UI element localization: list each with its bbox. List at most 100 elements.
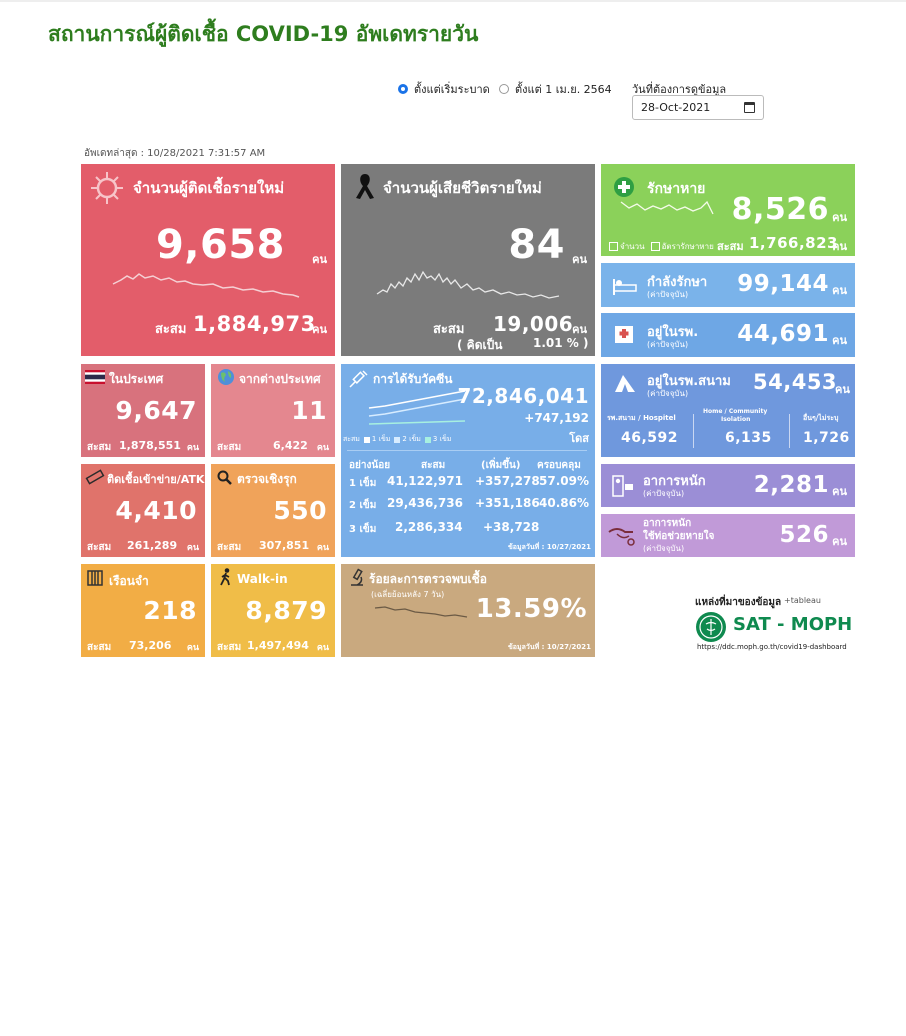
domestic-value: 9,647: [115, 396, 197, 425]
imported-value: 11: [291, 396, 327, 425]
field-col-hospitel-label: รพ.สนาม / Hospitel: [607, 414, 676, 422]
unit-label: คน: [832, 334, 847, 347]
page-title: สถานการณ์ผู้ติดเชื้อ COVID-19 อัพเดทรายว…: [48, 22, 479, 46]
ventilator-sub: (ค่าปัจจุบัน): [643, 544, 685, 553]
cumulative-label: สะสม: [217, 542, 242, 553]
hospital-bed-icon: [613, 279, 637, 295]
new-cases-tile: จำนวนผู้ติดเชื้อรายใหม่ 9,658 คน สะสม 1,…: [81, 164, 335, 356]
vaccine-row-add: +351,186: [475, 496, 540, 510]
unit-label: คน: [832, 535, 847, 548]
vaccine-row-cum: 2,286,334: [395, 520, 463, 534]
cumulative-label: สะสม: [87, 542, 112, 553]
ventilator-value: 526: [779, 522, 829, 548]
unit-label: คน: [186, 543, 199, 553]
cumulative-label: สะสม: [87, 442, 112, 453]
field-hospital-title: อยู่ในรพ.สนาม: [647, 374, 731, 389]
vaccine-row-add: +357,278: [475, 474, 540, 488]
jail-cumulative: 73,206: [129, 639, 172, 652]
vaccine-total: 72,846,041: [457, 384, 589, 408]
date-input[interactable]: 28-Oct-2021: [632, 95, 764, 120]
legend-rate-icon: [650, 242, 660, 251]
in-hospital-value: 44,691: [737, 321, 829, 347]
unit-label: คน: [832, 211, 847, 224]
vaccine-tile: การได้รับวัคซีน 72,846,041 +747,192 โดส …: [341, 364, 595, 557]
cumulative-label: สะสม: [217, 642, 242, 653]
legend-d3-label: 3 เข็ม: [432, 435, 452, 443]
field-col-other-label: อื่นๆ/ไม่ระบุ: [803, 414, 839, 422]
tent-icon: [615, 375, 635, 392]
vaccine-increase: +747,192: [524, 411, 589, 425]
radio-since-date[interactable]: ตั้งแต่ 1 เม.ย. 2564: [499, 80, 612, 98]
in-hospital-tile: อยู่ในรพ. (ค่าปัจจุบัน) 44,691 คน: [601, 313, 855, 357]
medical-cross-icon: [614, 177, 634, 197]
severe-sub: (ค่าปัจจุบัน): [643, 489, 685, 498]
legend-count-icon: [609, 242, 618, 251]
jail-title: เรือนจำ: [109, 574, 149, 588]
recovered-value: 8,526: [731, 192, 829, 227]
death-rate-label: ( คิดเป็น: [457, 338, 503, 352]
vaccine-header-cum: สะสม: [421, 460, 446, 471]
virus-icon: [91, 172, 123, 204]
dose-unit: โดส: [569, 432, 589, 445]
new-cases-cumulative: 1,884,973: [193, 312, 316, 336]
radio-since-date-label: ตั้งแต่ 1 เม.ย. 2564: [515, 83, 612, 96]
treating-sub: (ค่าปัจจุบัน): [647, 290, 689, 299]
field-hospital-tile: อยู่ในรพ.สนาม (ค่าปัจจุบัน) 54,453 คน รพ…: [601, 364, 855, 457]
proactive-cumulative: 307,851: [259, 539, 310, 552]
new-deaths-tile: จำนวนผู้เสียชีวิตรายใหม่ 84 คน สะสม 19,0…: [341, 164, 595, 356]
calendar-icon[interactable]: [744, 102, 755, 113]
new-deaths-title: จำนวนผู้เสียชีวิตรายใหม่: [383, 179, 542, 197]
vaccine-row-dose: 1 เข็ม: [349, 478, 377, 489]
microscope-icon: [351, 568, 363, 586]
unit-label: คน: [186, 443, 199, 453]
source-url[interactable]: https://ddc.moph.go.th/covid19-dashboard: [697, 643, 847, 651]
patient-icon: [612, 475, 633, 497]
atk-value: 4,410: [115, 496, 197, 525]
positivity-sparkline: [374, 606, 468, 618]
tableau-logo[interactable]: +tableau: [784, 596, 821, 605]
treating-tile: กำลังรักษา (ค่าปัจจุบัน) 99,144 คน: [601, 263, 855, 307]
walking-person-icon: [220, 568, 230, 586]
unit-label: คน: [186, 643, 199, 653]
new-deaths-sparkline: [376, 270, 560, 299]
radio-unselected-icon: [499, 84, 509, 94]
walkin-cumulative: 1,497,494: [247, 639, 309, 652]
proactive-title: ตรวจเชิงรุก: [237, 472, 297, 486]
imported-cumulative: 6,422: [273, 439, 308, 452]
field-col-home-label2: Isolation: [721, 416, 751, 423]
proactive-tile: ตรวจเชิงรุก 550 สะสม 307,851 คน: [211, 464, 335, 557]
unit-label: คน: [312, 253, 327, 266]
ventilator-tile: อาการหนัก ใช้ท่อช่วยหายใจ (ค่าปัจจุบัน) …: [601, 514, 855, 557]
syringe-icon: [349, 370, 368, 388]
vaccine-row-cover: 40.86%: [539, 496, 589, 510]
domestic-title: ในประเทศ: [109, 372, 164, 386]
in-hospital-title: อยู่ในรพ.: [647, 325, 699, 340]
field-col-other-value: 1,726: [803, 430, 850, 446]
date-label: วันที่ต้องการดูข้อมูล: [632, 83, 727, 96]
treating-value: 99,144: [737, 271, 829, 297]
unit-label: คน: [316, 543, 329, 553]
column-divider: [693, 414, 694, 448]
vaccine-sparkline: [368, 390, 466, 425]
jail-tile: เรือนจำ 218 สะสม 73,206 คน: [81, 564, 205, 657]
death-rate-value: 1.01 % ): [533, 336, 589, 350]
ventilator-title1: อาการหนัก: [643, 518, 692, 529]
legend-count-label: จำนวน: [620, 242, 645, 251]
domestic-tile: ในประเทศ 9,647 สะสม 1,878,551 คน: [81, 364, 205, 457]
field-col-home-value: 6,135: [725, 430, 772, 446]
unit-label: คน: [832, 284, 847, 297]
vaccine-row-add: +38,728: [483, 520, 540, 534]
radio-since-start[interactable]: ตั้งแต่เริ่มระบาด: [398, 80, 490, 98]
ventilator-icon: [608, 528, 635, 546]
vaccine-row-dose: 3 เข็ม: [349, 524, 377, 535]
positivity-sub: (เฉลี่ยย้อนหลัง 7 วัน): [371, 590, 445, 599]
walkin-title: Walk-in: [237, 572, 288, 586]
new-cases-sparkline: [112, 273, 300, 298]
ribbon-icon: [356, 174, 374, 199]
cumulative-label: สะสม: [717, 240, 744, 253]
new-deaths-cumulative: 19,006: [493, 312, 574, 336]
prison-bars-icon: [87, 570, 103, 586]
test-kit-icon: [85, 469, 105, 485]
ventilator-title2: ใช้ท่อช่วยหายใจ: [643, 531, 715, 542]
legend-d1-icon: [363, 436, 370, 443]
